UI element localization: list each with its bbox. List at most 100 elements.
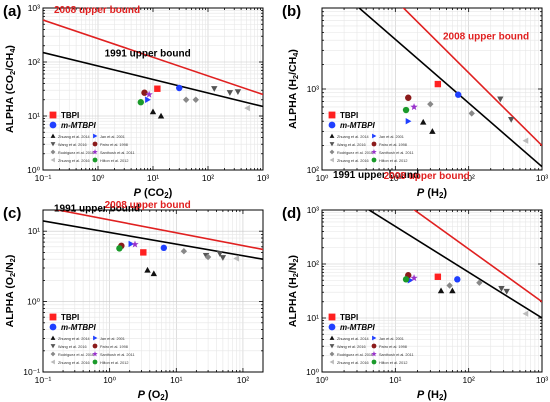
- panel-a-legend-marker-zhuang-et-al-2016: [50, 157, 55, 163]
- panel-b-legend-marker-m-mtbpi: [328, 121, 336, 129]
- panel-a-legend-label-m-mtbpi: m-MTBPI: [61, 121, 96, 130]
- panel-d-legend-label-m-mtbpi: m-MTBPI: [340, 323, 375, 332]
- panel-b-legend-label-hilton-et-al-2012: Hilton et al. 2012: [379, 159, 408, 163]
- panel-d-point-wang-et-al-2016: [498, 286, 505, 292]
- panel-d-legend-marker-tbpi: [328, 313, 336, 321]
- panel-a-y-axis-label: ALPHA (CO2/CH4): [4, 45, 17, 133]
- panel-a-point-jan-et-al-2001: [145, 96, 151, 103]
- panel-d-point-jan-et-al-2001: [407, 277, 414, 284]
- panel-c-point-rodriguez-et-al-2016: [180, 247, 188, 255]
- panel-d-point-rodriguez-et-al-2016: [446, 282, 453, 289]
- panel-a-legend-marker-wang-et-al-2016: [50, 142, 56, 147]
- panel-b-point-wang-et-al-2016: [507, 116, 515, 123]
- panel-d-legend-label-rodriguez-et-al-2016: Rodriguez et al. 2016: [337, 353, 373, 357]
- panel-c-x-axis-label: P (O2): [138, 389, 169, 402]
- panel-b-y-axis-label: ALPHA (H2/CH4): [287, 49, 300, 129]
- panel-d-legend-marker-santhosh-et-al-2011: [371, 351, 377, 357]
- panel-c-data-points: [116, 240, 240, 277]
- panel-a-legend-label-zhuang-et-al-2016: Zhuang et al. 2016: [58, 159, 90, 163]
- panel-c-point-wang-et-al-2016: [216, 251, 224, 257]
- panel-a-point-patro-et-al-1998: [141, 89, 148, 96]
- panel-b-legend-marker-zhuang-et-al-2016: [329, 157, 334, 163]
- panel-b-point-santhosh-et-al-2011: [410, 103, 418, 111]
- panel-d-legend-label-patro-et-al-1998: Patro et al. 1998: [379, 345, 407, 349]
- panel-b-bound-line-2008: [402, 8, 542, 147]
- panel-c-point-rodriguez-et-al-2016: [204, 253, 212, 261]
- panel-a-legend-marker-tbpi: [49, 111, 57, 119]
- panel-c-frame: [42, 209, 264, 373]
- panel-c-legend-label-hilton-et-al-2012: Hilton et al. 2012: [100, 361, 129, 365]
- panel-a-point-rodriguez-et-al-2016: [192, 96, 199, 103]
- panel-a-bound-label-2008: 2008 upper bound: [54, 5, 140, 16]
- panel-c-legend-marker-zhuang-et-al-2014: [50, 335, 56, 340]
- panel-d: 10⁰ 10¹ 10² 10³ 10⁰ 10¹ 10² 10³ P (H2) ALPHA (H2/…: [287, 170, 548, 402]
- panel-c-point-zhuang-et-al-2014: [150, 270, 158, 277]
- panel-d-point-rodriguez-et-al-2016: [476, 279, 483, 286]
- panel-c-x-tick: 10⁰: [103, 375, 116, 385]
- panel-c-legend-marker-tbpi: [49, 313, 57, 321]
- panel-c-bound-line-1991: [43, 220, 263, 260]
- panel-a-y-tick: 10²: [28, 57, 40, 67]
- panel-d-point-zhuang-et-al-2016: [522, 310, 529, 317]
- panel-b-legend-marker-rodriguez-et-al-2016: [329, 149, 335, 155]
- panel-c-legend-marker-jan-et-al-2001: [93, 335, 98, 341]
- panel-a-legend-label-rodriguez-et-al-2016: Rodriguez et al. 2016: [58, 151, 94, 155]
- panel-c-legend-marker-hilton-et-al-2012: [92, 359, 98, 365]
- panel-c-point-zhuang-et-al-2016: [233, 255, 240, 262]
- panel-c-legend-label-tbpi: TBPI: [61, 313, 79, 322]
- panel-a-x-tick: 10¹: [147, 173, 159, 183]
- panel-b-legend-label-zhuang-et-al-2016: Zhuang et al. 2016: [337, 159, 369, 163]
- panel-b-legend-label-patro-et-al-1998: Patro et al. 1998: [379, 143, 407, 147]
- panel-b-x-axis-label: P (H2): [417, 187, 447, 200]
- panel-d-point-zhuang-et-al-2014: [437, 287, 445, 294]
- panel-b-point-wang-et-al-2016: [497, 96, 504, 103]
- panel-d-bound-label-1991: 1991 upper bound: [333, 170, 419, 181]
- panel-a-point-zhuang-et-al-2016: [244, 104, 250, 112]
- panel-a-legend-marker-rodriguez-et-al-2016: [50, 149, 56, 155]
- panel-c-legend-label-rodriguez-et-al-2016: Rodriguez et al. 2016: [58, 353, 94, 357]
- panel-a-y-tick: 10¹: [28, 111, 40, 121]
- panel-a-legend-label-patro-et-al-1998: Patro et al. 1998: [100, 143, 128, 147]
- panel-c-point-hilton-et-al-2012: [116, 245, 123, 252]
- panel-b-y-tick: 10²: [307, 165, 319, 175]
- panel-c-legend-label-wang-et-al-2016: Wang et al. 2016: [58, 345, 87, 349]
- panel-b-point-rodriguez-et-al-2016: [427, 100, 434, 108]
- panel-a-point-wang-et-al-2016: [226, 90, 234, 96]
- panel-b-legend-label-wang-et-al-2016: Wang et al. 2016: [337, 143, 366, 147]
- panel-d-label: (d): [282, 205, 301, 222]
- panel-d-legend-marker-zhuang-et-al-2016: [329, 359, 334, 365]
- panel-d-legend-marker-m-mtbpi: [328, 323, 336, 331]
- panel-c-legend-label-m-mtbpi: m-MTBPI: [61, 323, 96, 332]
- panel-a-label: (a): [3, 3, 21, 20]
- panel-a-point-wang-et-al-2016: [211, 86, 218, 92]
- panel-a-legend-label-zhuang-et-al-2014: Zhuang et al. 2014: [58, 135, 90, 139]
- panel-c-legend-marker-santhosh-et-al-2011: [92, 351, 98, 357]
- panel-a-data-points: [137, 84, 250, 119]
- panel-b-point-rodriguez-et-al-2016: [468, 110, 475, 117]
- panel-a-point-rodriguez-et-al-2016: [182, 96, 190, 103]
- panel-c-point-santhosh-et-al-2011: [131, 240, 139, 248]
- panel-d-legend-label-tbpi: TBPI: [340, 313, 358, 322]
- panel-d-point-hilton-et-al-2012: [402, 276, 410, 283]
- panel-c-label: (c): [3, 205, 21, 222]
- panel-b-point-hilton-et-al-2012: [402, 106, 410, 114]
- panel-d-data-points: [402, 272, 529, 317]
- panel-b-legend-marker-zhuang-et-al-2014: [329, 133, 335, 138]
- panel-d-grid: [322, 210, 542, 372]
- panel-b-legend-marker-hilton-et-al-2012: [371, 157, 377, 163]
- panel-a-legend-label-santhosh-et-al-2011: Santhosh et al. 2011: [100, 151, 135, 155]
- panel-c-point-m-mtbpi: [160, 244, 168, 252]
- panel-a-legend-label-wang-et-al-2016: Wang et al. 2016: [58, 143, 87, 147]
- panel-a-legend-marker-jan-et-al-2001: [93, 133, 98, 139]
- panel-c-legend-marker-wang-et-al-2016: [50, 344, 56, 349]
- panel-a-point-hilton-et-al-2012: [137, 99, 144, 106]
- panel-d-bound-label-2008: 2008 upper bound: [384, 171, 470, 182]
- panel-c-bound-line-2008: [53, 210, 263, 251]
- panel-d-legend-label-zhuang-et-al-2016: Zhuang et al. 2016: [337, 361, 369, 365]
- panel-d-legend-marker-rodriguez-et-al-2016: [329, 351, 335, 357]
- panel-d-frame: [321, 209, 543, 373]
